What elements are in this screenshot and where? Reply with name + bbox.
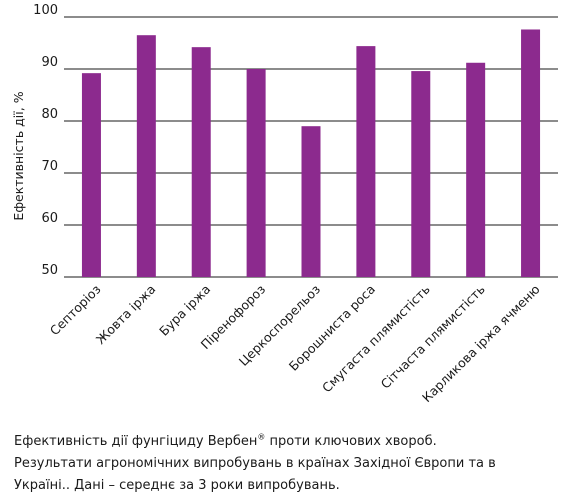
bar — [301, 126, 321, 277]
y-tick-label: 60 — [41, 211, 58, 226]
chart-caption: Ефективність дії фунгіциду Вербен® проти… — [14, 431, 569, 497]
bar — [191, 47, 211, 277]
x-tick-label: Смугаста плямистість — [319, 282, 433, 396]
x-tick-label: Бура іржа — [156, 282, 213, 339]
x-tick-label: Сітчаста плямистість — [378, 282, 488, 392]
bars — [81, 29, 541, 278]
y-tick-labels: 50 60 70 80 90 100 — [33, 3, 58, 278]
y-tick-label: 80 — [41, 107, 58, 122]
bar — [466, 62, 486, 278]
caption-line-3: Україні.. Дані – середнє за 3 роки випро… — [14, 478, 340, 493]
y-tick-label: 70 — [41, 159, 58, 174]
bar — [136, 35, 156, 278]
bar — [521, 29, 541, 278]
bar — [356, 46, 376, 278]
bar — [81, 73, 101, 277]
y-tick-label: 100 — [33, 3, 58, 18]
caption-line-1: Ефективність дії фунгіциду Вербен® проти… — [14, 432, 437, 449]
registered-mark: ® — [257, 432, 266, 442]
bar — [246, 69, 266, 277]
y-tick-label: 50 — [41, 263, 58, 278]
y-axis-label: Ефективність дії, % — [11, 91, 26, 220]
x-tick-label: Септоріоз — [47, 282, 104, 339]
x-tick-label: Карликова іржа ячменю — [419, 282, 543, 406]
y-tick-label: 90 — [41, 55, 58, 70]
caption-line-2: Результати агрономічних випробувань в кр… — [14, 456, 496, 471]
bar — [411, 71, 431, 277]
